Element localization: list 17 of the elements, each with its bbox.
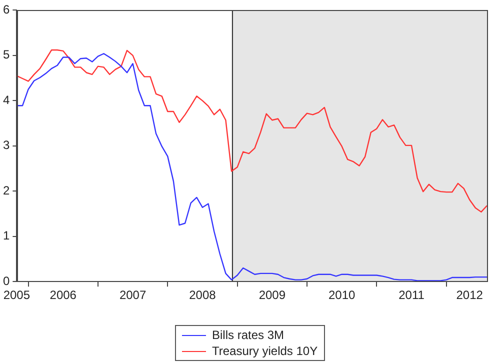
x-tick-label: 2005: [3, 288, 30, 302]
legend-label: Treasury yields 10Y: [212, 344, 318, 358]
x-tick-label: 2009: [258, 288, 286, 302]
y-tick-label: 4: [2, 92, 10, 107]
y-tick-label: 3: [2, 138, 10, 152]
x-tick-label: 2011: [398, 288, 425, 302]
x-tick-label: 2012: [456, 288, 484, 302]
legend-label: Bills rates 3M: [212, 328, 284, 342]
y-tick-label: 1: [2, 228, 10, 243]
x-tick-label: 2006: [50, 288, 77, 302]
x-tick-label: 2010: [328, 288, 356, 302]
y-tick-label: 2: [2, 183, 10, 198]
y-tick-label: 0: [2, 274, 10, 288]
x-tick-label: 2008: [189, 288, 216, 302]
x-tick-label: 2007: [119, 288, 146, 302]
y-tick-label: 5: [2, 48, 10, 62]
y-tick-label: 6: [2, 2, 10, 17]
